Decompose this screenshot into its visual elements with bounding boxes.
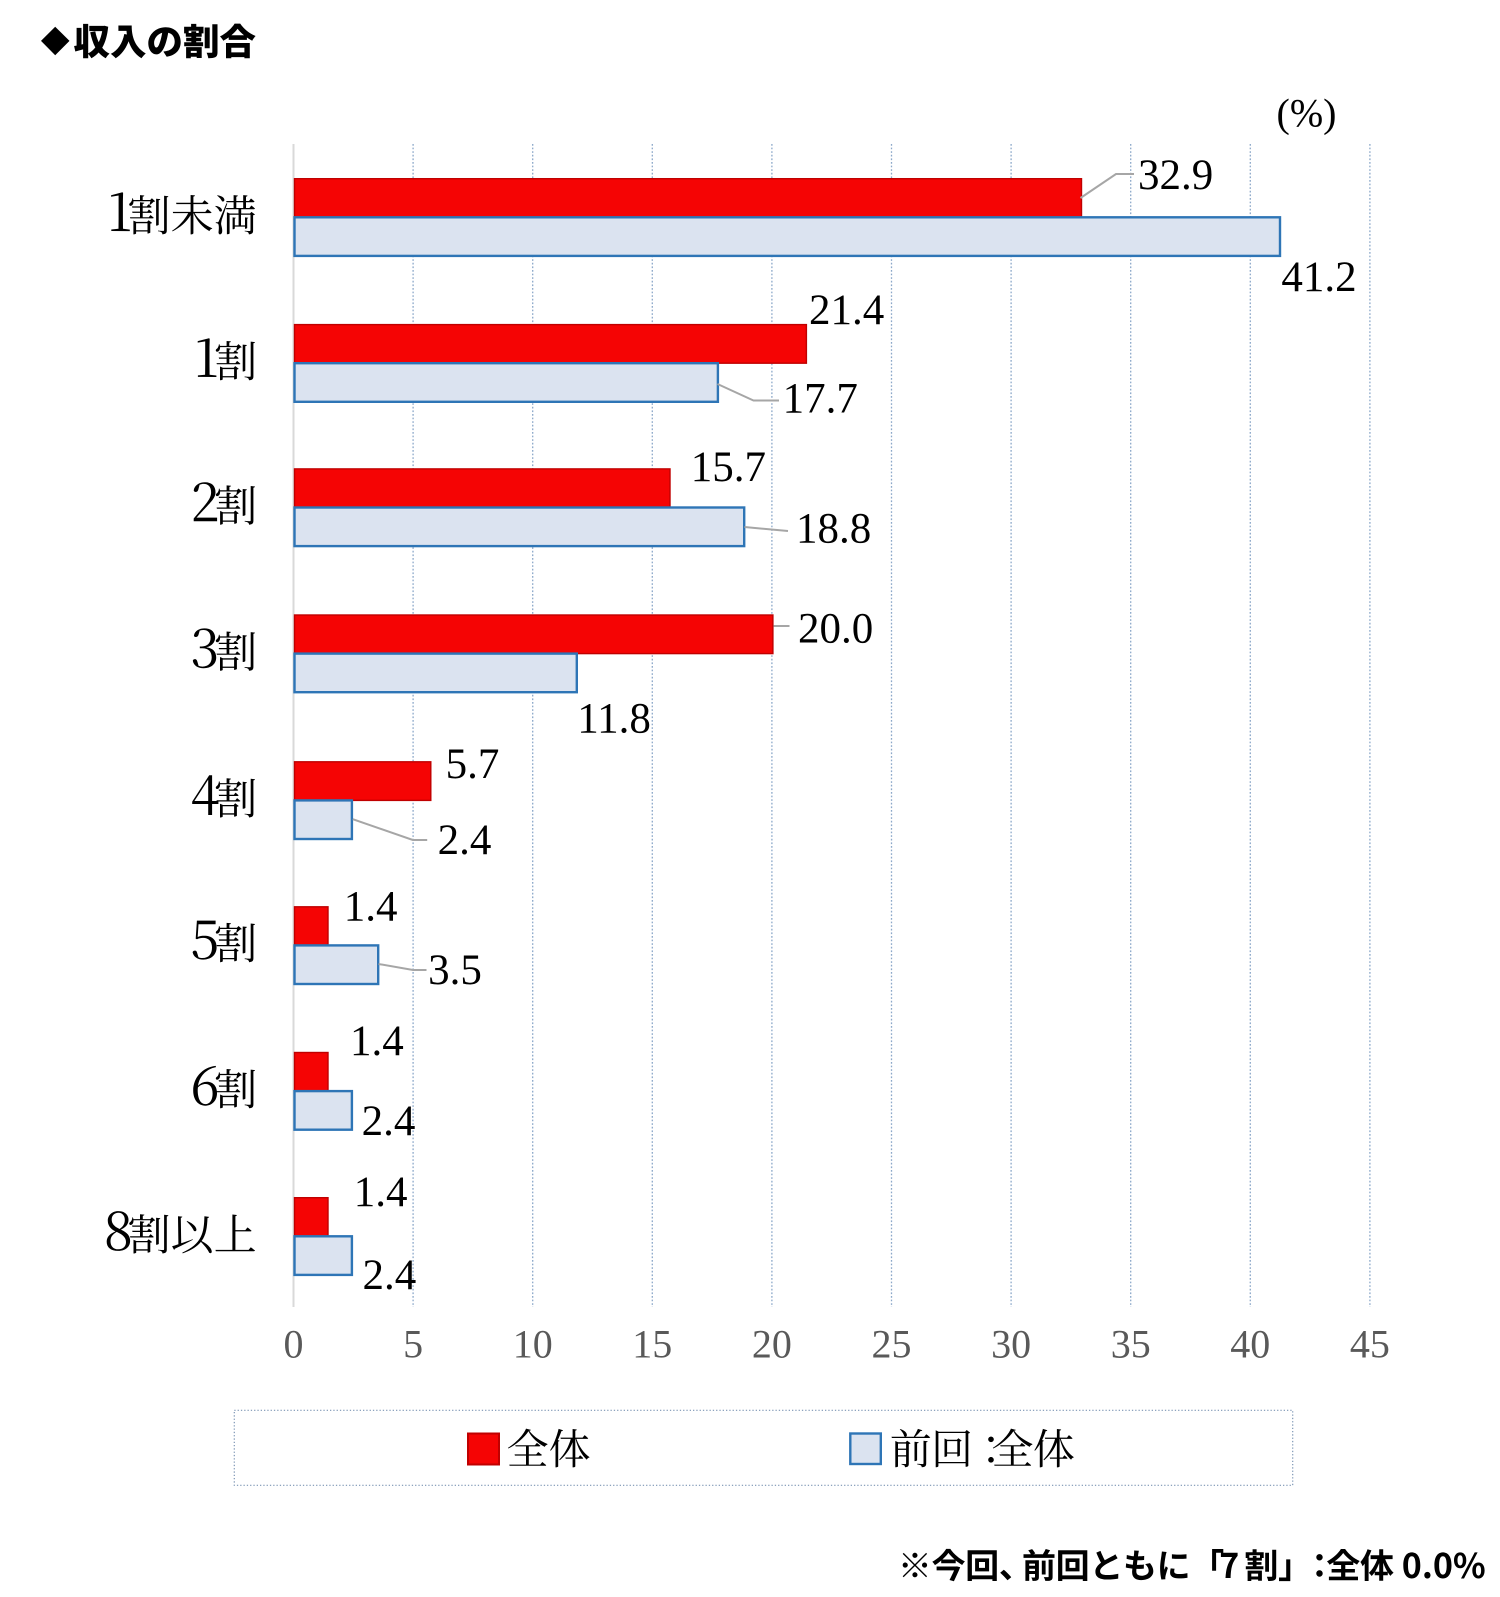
svg-text:1.4: 1.4 <box>344 884 398 931</box>
svg-text:40: 40 <box>1230 1322 1270 1367</box>
svg-text:3.5: 3.5 <box>428 947 482 994</box>
svg-text:5.7: 5.7 <box>446 741 500 788</box>
svg-text:15: 15 <box>632 1322 672 1367</box>
svg-text:20.0: 20.0 <box>798 606 873 653</box>
svg-text:2.4: 2.4 <box>363 1252 417 1299</box>
svg-text:10: 10 <box>513 1322 553 1367</box>
svg-text:2.4: 2.4 <box>362 1098 416 1145</box>
svg-text:15.7: 15.7 <box>691 444 766 491</box>
svg-text:0: 0 <box>284 1322 304 1367</box>
svg-text:11.8: 11.8 <box>577 696 651 743</box>
svg-text:1.4: 1.4 <box>350 1018 404 1065</box>
svg-text:20: 20 <box>752 1322 792 1367</box>
svg-text:25: 25 <box>872 1322 912 1367</box>
svg-text:35: 35 <box>1111 1322 1151 1367</box>
svg-text:41.2: 41.2 <box>1281 254 1356 301</box>
svg-text:45: 45 <box>1350 1322 1390 1367</box>
svg-text:32.9: 32.9 <box>1138 152 1213 199</box>
svg-text:(%): (%) <box>1277 90 1337 135</box>
svg-text:21.4: 21.4 <box>809 287 884 334</box>
svg-text:18.8: 18.8 <box>796 506 871 553</box>
svg-text:30: 30 <box>991 1322 1031 1367</box>
svg-text:1.4: 1.4 <box>354 1169 408 1216</box>
svg-text:17.7: 17.7 <box>783 376 858 423</box>
svg-text:2.4: 2.4 <box>438 817 492 864</box>
svg-text:5: 5 <box>403 1322 423 1367</box>
